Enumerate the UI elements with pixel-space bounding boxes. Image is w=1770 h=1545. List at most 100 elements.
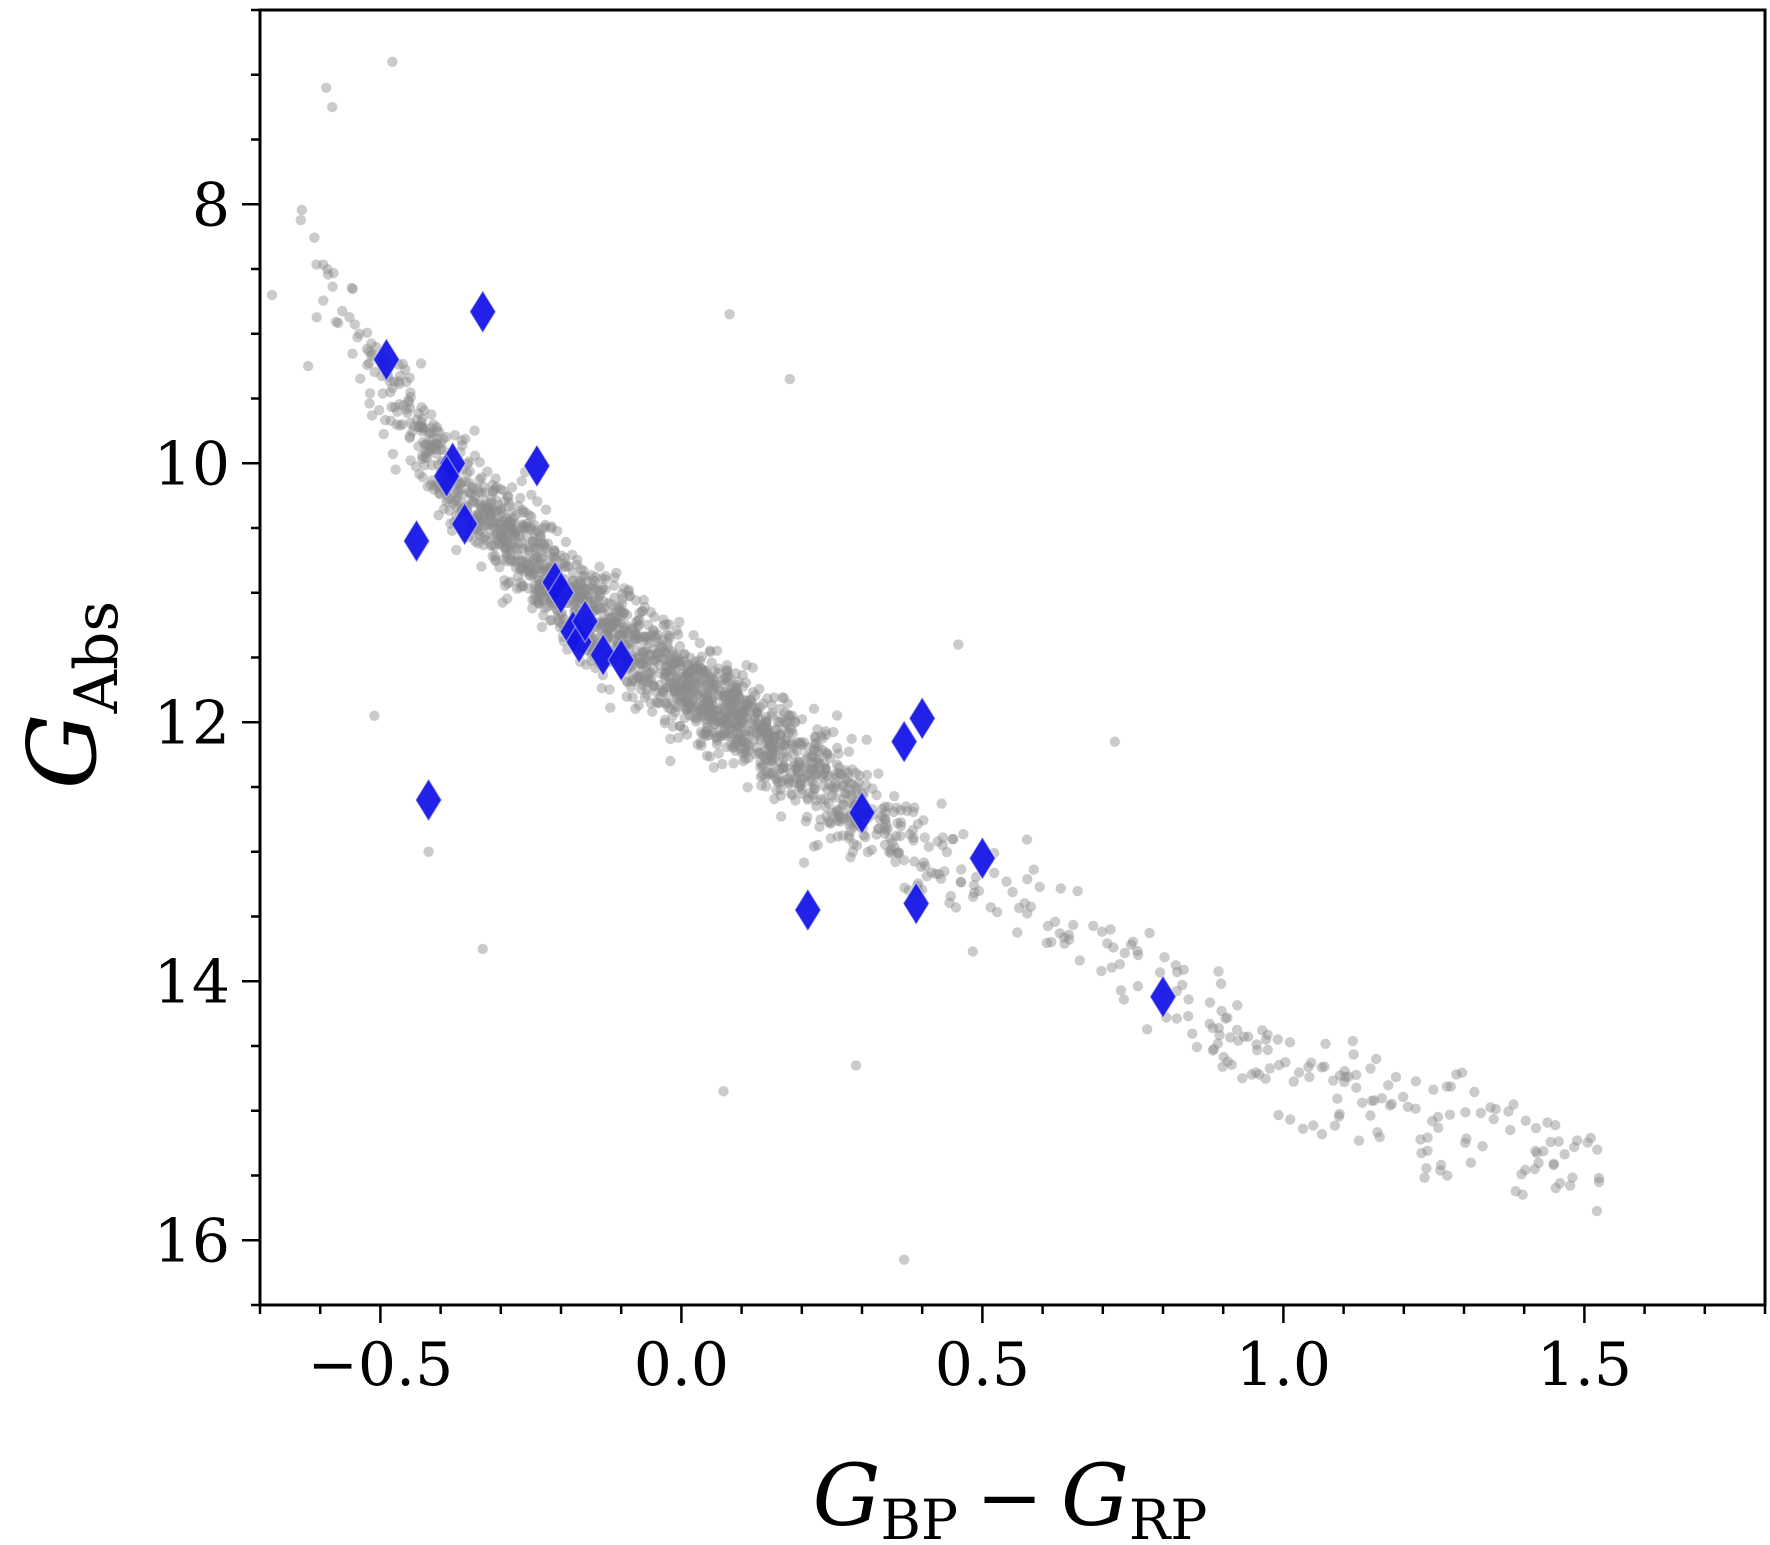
scatter-point <box>727 681 738 692</box>
scatter-point <box>431 438 442 450</box>
scatter-point <box>761 781 772 792</box>
scatter-point <box>676 668 687 679</box>
scatter-point <box>528 568 539 580</box>
scatter-point <box>515 492 526 504</box>
scatter-point <box>1371 1053 1382 1065</box>
scatter-point <box>387 382 398 394</box>
scatter-point <box>729 738 741 750</box>
scatter-point <box>373 405 385 416</box>
scatter-point <box>473 486 485 498</box>
scatter-point <box>682 679 693 691</box>
scatter-point <box>751 707 762 718</box>
scatter-point <box>500 512 512 524</box>
scatter-point <box>795 779 806 791</box>
scatter-point <box>522 565 534 576</box>
scatter-point <box>1308 1120 1319 1131</box>
scatter-point <box>505 549 516 560</box>
scatter-point <box>400 364 411 375</box>
scatter-point <box>705 707 717 718</box>
scatter-point <box>534 528 545 539</box>
scatter-point <box>683 681 694 692</box>
scatter-point <box>735 716 747 727</box>
scatter-point <box>973 885 985 897</box>
scatter-point <box>1251 1039 1262 1050</box>
scatter-point <box>734 691 745 702</box>
scatter-point <box>1565 1180 1576 1191</box>
scatter-point <box>662 681 673 693</box>
scatter-point <box>492 512 503 523</box>
scatter-point <box>638 654 650 665</box>
scatter-point <box>529 583 541 595</box>
scatter-point <box>552 615 564 626</box>
scatter-point <box>786 739 798 751</box>
scatter-point <box>713 689 724 701</box>
scatter-point <box>769 752 780 763</box>
scatter-point <box>478 532 490 544</box>
scatter-point <box>730 682 741 693</box>
scatter-point <box>682 697 694 708</box>
scatter-point <box>1465 1157 1477 1168</box>
scatter-point <box>508 531 519 543</box>
scatter-point <box>419 439 431 450</box>
scatter-point <box>939 866 950 877</box>
scatter-point <box>793 756 805 768</box>
scatter-point <box>769 793 780 805</box>
scatter-point <box>535 553 546 564</box>
scatter-point <box>478 513 490 524</box>
scatter-point <box>775 729 786 741</box>
scatter-point <box>1461 1133 1472 1144</box>
scatter-point <box>834 810 845 821</box>
scatter-point <box>703 729 714 741</box>
scatter-point <box>669 700 681 712</box>
scatter-point <box>696 704 707 715</box>
scatter-point <box>529 567 541 578</box>
scatter-point <box>739 705 750 716</box>
scatter-point <box>661 666 672 678</box>
scatter-point <box>430 481 441 492</box>
scatter-point <box>733 676 744 687</box>
scatter-point <box>417 422 428 433</box>
scatter-point <box>485 507 496 518</box>
scatter-point <box>408 421 419 432</box>
scatter-point <box>387 448 399 460</box>
scatter-point <box>646 673 657 684</box>
scatter-point <box>660 697 672 708</box>
scatter-point <box>1531 1147 1543 1159</box>
scatter-point <box>729 686 741 697</box>
scatter-point <box>692 677 703 688</box>
scatter-point <box>1530 1145 1541 1157</box>
scatter-point <box>1028 864 1039 875</box>
scatter-point <box>734 733 746 744</box>
scatter-point <box>529 519 540 531</box>
scatter-point <box>638 675 650 687</box>
scatter-point <box>741 706 753 718</box>
scatter-point <box>693 698 704 709</box>
scatter-point <box>665 656 677 667</box>
scatter-point <box>1303 1061 1314 1073</box>
scatter-point <box>618 608 630 619</box>
scatter-point <box>366 338 377 349</box>
scatter-point <box>1068 919 1079 931</box>
scatter-point <box>501 547 512 559</box>
scatter-point <box>492 528 503 539</box>
scatter-point <box>792 763 803 774</box>
scatter-point <box>419 452 431 463</box>
scatter-point <box>721 720 732 731</box>
scatter-point <box>761 711 772 723</box>
scatter-point <box>768 744 779 755</box>
scatter-point <box>665 755 676 767</box>
scatter-point <box>311 259 322 270</box>
scatter-point <box>1142 1024 1153 1035</box>
scatter-point <box>425 441 437 453</box>
scatter-point <box>731 689 742 700</box>
scatter-point <box>494 517 505 528</box>
scatter-point <box>469 491 481 502</box>
scatter-point <box>1019 898 1030 909</box>
scatter-point <box>489 517 500 528</box>
scatter-point <box>645 697 656 709</box>
scatter-point <box>501 517 512 528</box>
scatter-point <box>1593 1172 1605 1184</box>
scatter-point <box>842 767 853 778</box>
scatter-point <box>681 669 693 680</box>
